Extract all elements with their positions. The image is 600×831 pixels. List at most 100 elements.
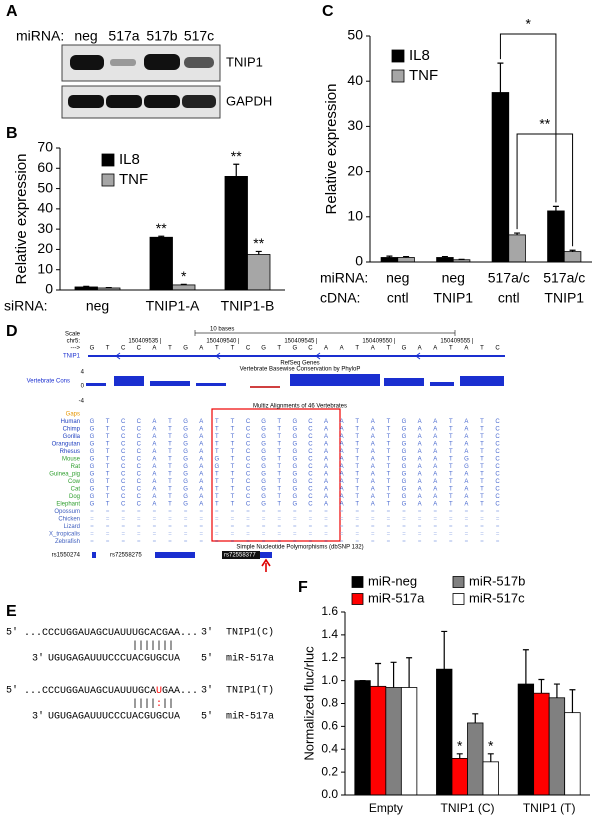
base: =	[215, 509, 219, 515]
base: C	[121, 449, 126, 455]
legend-swatch	[391, 69, 405, 83]
base: =	[324, 532, 328, 538]
base: T	[387, 502, 391, 508]
base: A	[340, 449, 344, 455]
base: T	[387, 442, 391, 448]
base: =	[480, 509, 484, 515]
base: =	[199, 509, 203, 515]
base: G	[292, 464, 297, 470]
base: G	[261, 346, 266, 352]
base: T	[355, 442, 359, 448]
base: G	[183, 494, 188, 500]
base: T	[277, 427, 281, 433]
base: =	[387, 517, 391, 523]
base: =	[90, 509, 94, 515]
base: T	[355, 419, 359, 425]
error-bar	[538, 678, 545, 694]
base: =	[184, 539, 188, 545]
base: A	[418, 472, 422, 478]
species-label: Human	[61, 419, 80, 425]
bar	[482, 761, 499, 796]
base: =	[293, 539, 297, 545]
base: =	[465, 517, 469, 523]
base: =	[246, 539, 250, 545]
base: G	[183, 502, 188, 508]
base: A	[464, 434, 468, 440]
base: A	[418, 449, 422, 455]
x-tick-label: TNIP1-A	[146, 298, 200, 314]
base: T	[387, 419, 391, 425]
base: G	[261, 487, 266, 493]
base: A	[152, 434, 156, 440]
base: =	[449, 517, 453, 523]
base: G	[261, 449, 266, 455]
lane-label: 517b	[146, 28, 177, 44]
base: T	[168, 487, 172, 493]
base: =	[153, 532, 157, 538]
track-title: Simple Nucleotide Polymorphisms (dbSNP 1…	[236, 545, 363, 551]
base: T	[231, 434, 235, 440]
base: C	[121, 464, 126, 470]
base: A	[324, 449, 328, 455]
base: A	[199, 472, 203, 478]
base: T	[355, 494, 359, 500]
base: T	[231, 346, 235, 352]
base: T	[355, 487, 359, 493]
base: =	[402, 509, 406, 515]
error-bar	[472, 713, 479, 723]
base: T	[387, 487, 391, 493]
base: A	[199, 494, 203, 500]
base: T	[480, 502, 484, 508]
base: G	[292, 449, 297, 455]
species-label: Cat	[71, 487, 81, 493]
base: T	[168, 419, 172, 425]
base: T	[106, 427, 110, 433]
species-label: Chimp	[63, 427, 81, 433]
species-label: Rhesus	[60, 449, 80, 455]
species-label: Rat	[71, 464, 81, 470]
base: G	[402, 434, 407, 440]
base: G	[183, 457, 188, 463]
base: A	[324, 487, 328, 493]
base: A	[152, 419, 156, 425]
species-label: X_tropicalis	[49, 532, 80, 538]
base: T	[231, 479, 235, 485]
base: A	[199, 502, 203, 508]
base: T	[387, 494, 391, 500]
species-label: Cow	[68, 479, 81, 485]
base: G	[292, 434, 297, 440]
y-tick-label: 40	[347, 72, 363, 88]
base: =	[184, 524, 188, 530]
red-arrow	[261, 558, 271, 572]
base: C	[495, 419, 500, 425]
base: =	[121, 539, 125, 545]
y-tick-label: 20	[37, 240, 53, 256]
base: =	[480, 524, 484, 530]
base: G	[183, 449, 188, 455]
base: =	[293, 517, 297, 523]
significance: *	[181, 268, 187, 284]
base: G	[464, 457, 469, 463]
error-bar	[255, 250, 262, 255]
base: G	[402, 346, 407, 352]
base: C	[495, 472, 500, 478]
legend-swatch	[351, 576, 364, 588]
base: =	[496, 532, 500, 538]
y-tick-label: 10	[37, 260, 53, 276]
base: G	[214, 457, 219, 463]
error-bar	[497, 62, 504, 93]
y-tick-label: 50	[37, 179, 53, 195]
bar	[172, 284, 196, 291]
prime-label: 3'	[201, 685, 213, 697]
base: A	[152, 502, 156, 508]
base: C	[495, 494, 500, 500]
base: =	[309, 509, 313, 515]
base: A	[418, 502, 422, 508]
pairing: ||||:||	[132, 698, 174, 710]
track-axis: 4	[81, 370, 85, 376]
target-sequence: ...CCCUGGAUAGCUAUUUGCACGAA...	[24, 628, 198, 639]
base: =	[449, 539, 453, 545]
pairing: |||||||	[132, 640, 174, 652]
x-tick-label: neg	[86, 298, 109, 314]
error-bar	[514, 232, 521, 235]
